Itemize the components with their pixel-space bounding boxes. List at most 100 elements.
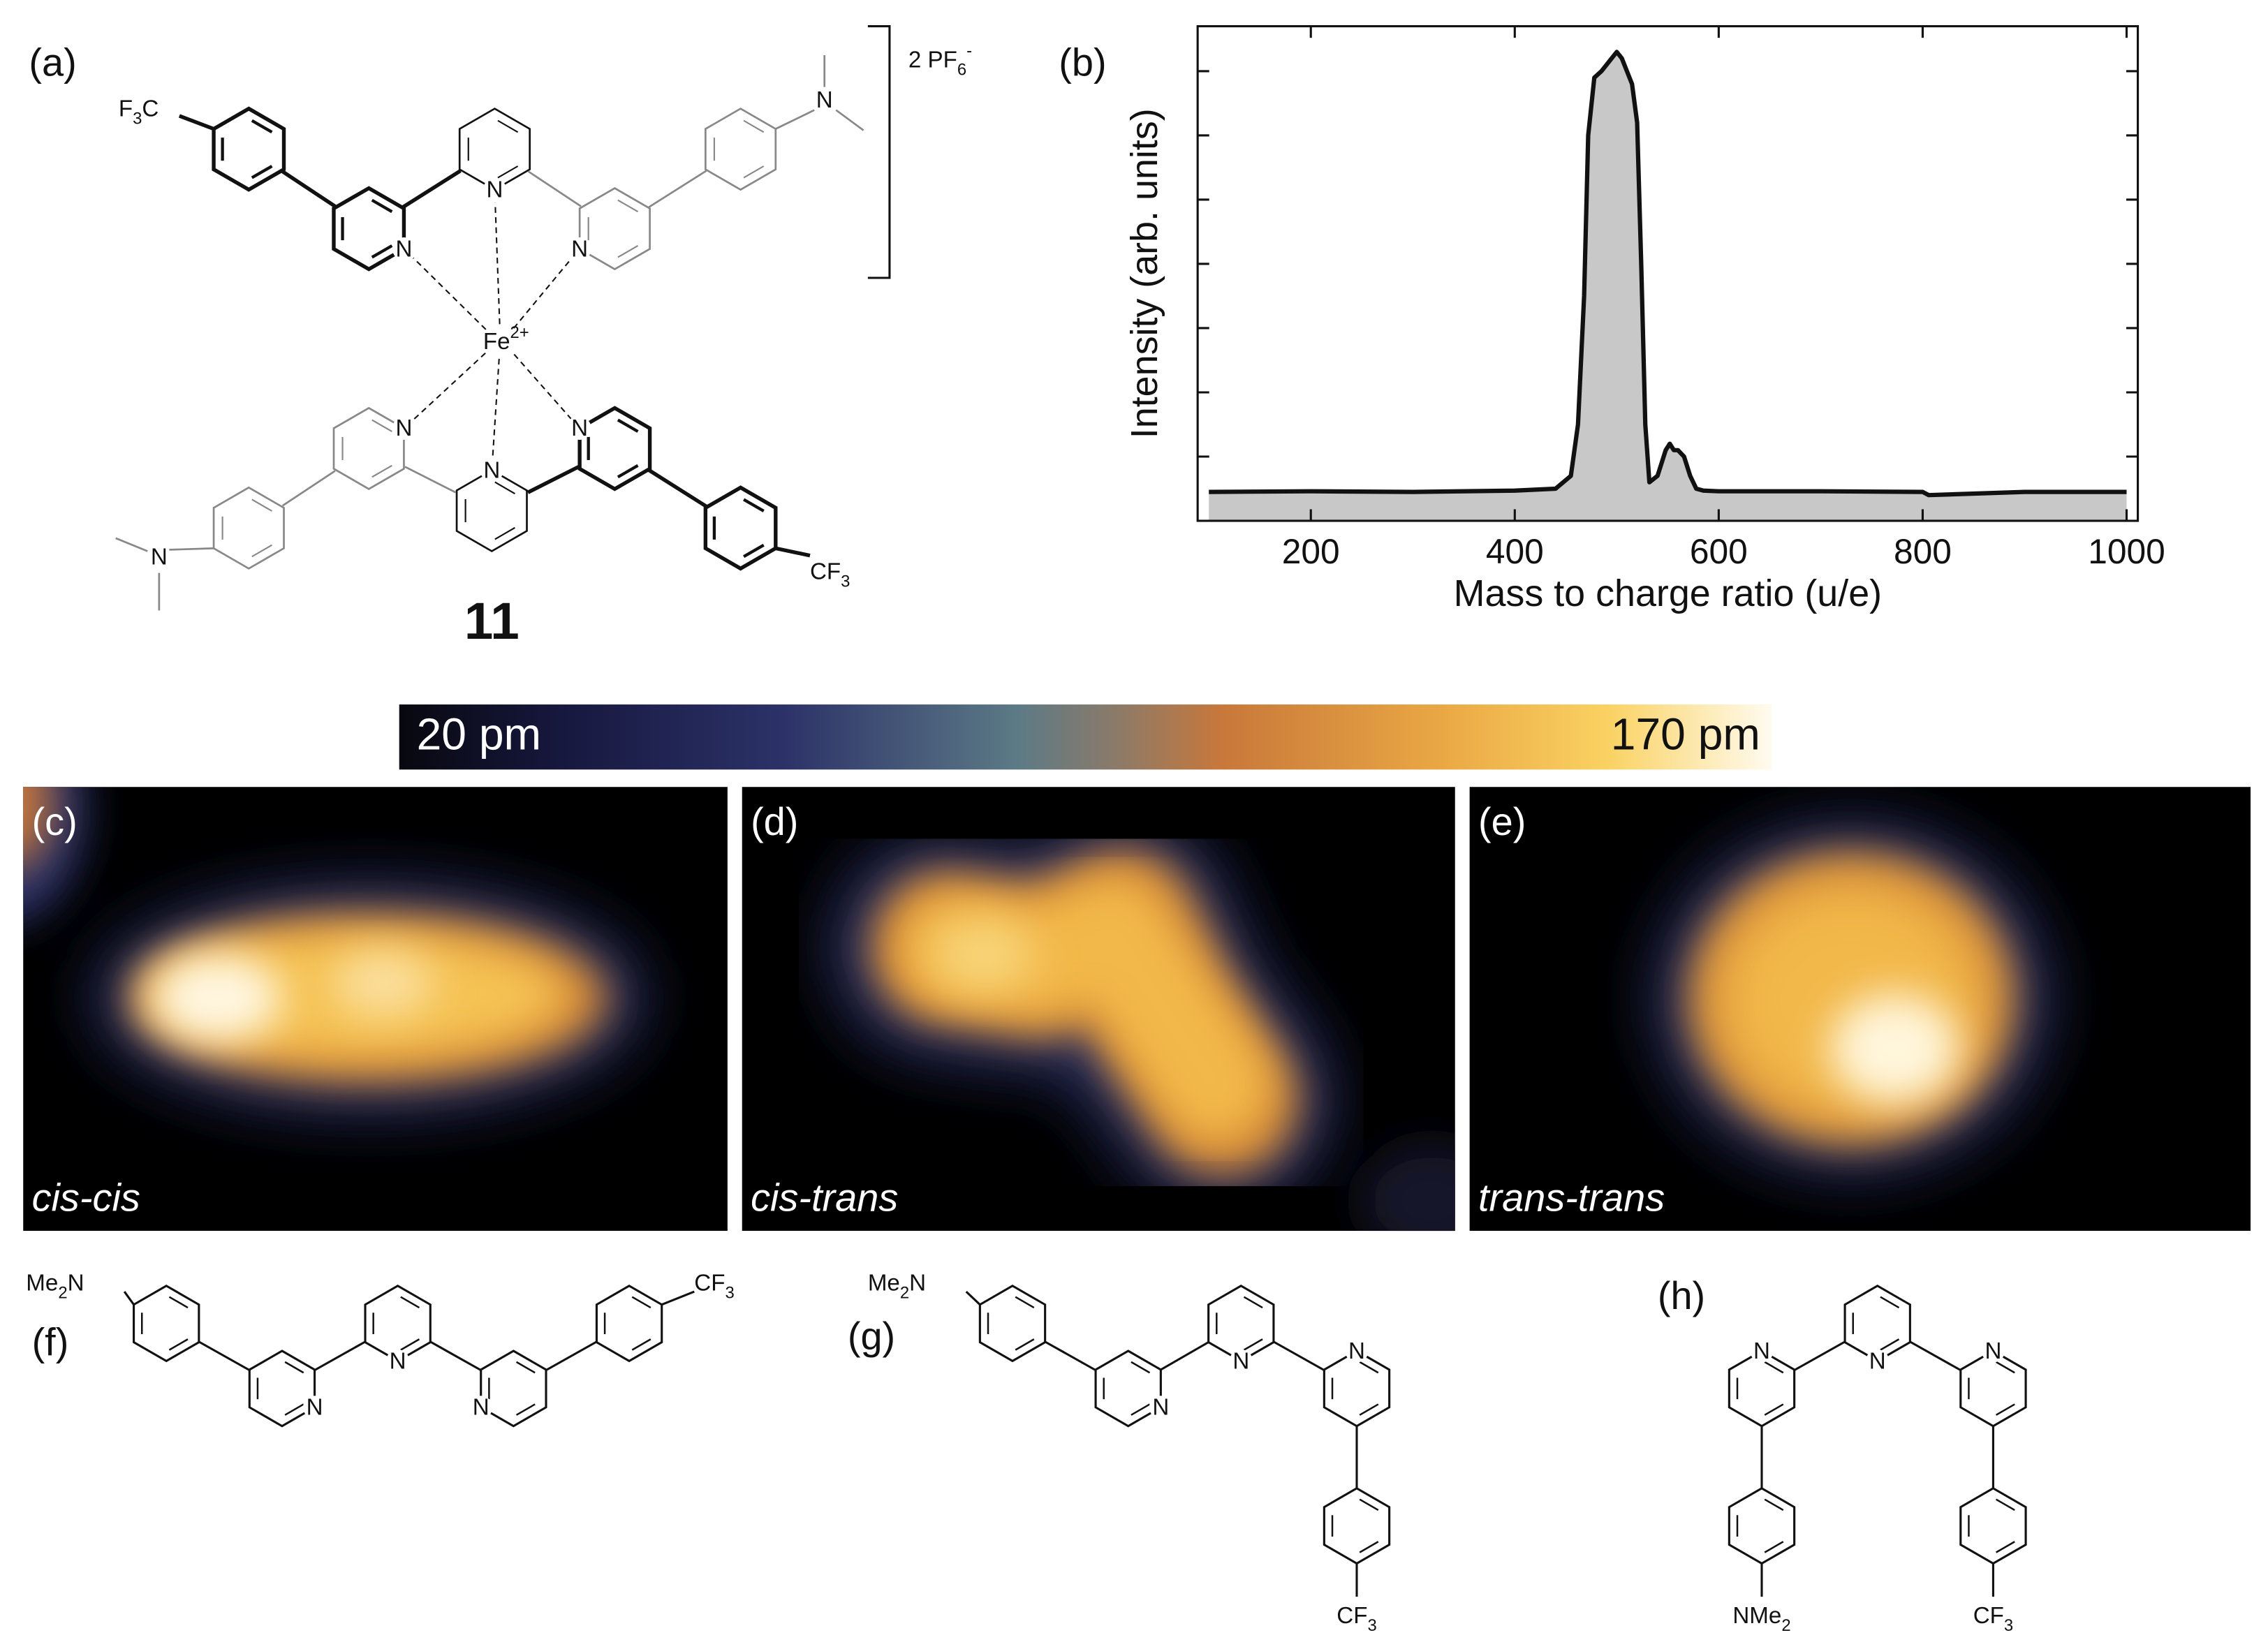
panel-label: (c) xyxy=(32,799,78,843)
x-tick-label: 200 xyxy=(1282,532,1340,571)
x-tick-label: 400 xyxy=(1486,532,1544,571)
double-bond xyxy=(631,1296,651,1309)
ring xyxy=(577,406,652,491)
formula: Fe2+ xyxy=(483,323,529,355)
atom-bg xyxy=(483,178,506,202)
x-tick-label: 600 xyxy=(1690,532,1748,571)
coordination-bond xyxy=(413,352,486,420)
colorbar-min: 20 pm xyxy=(417,709,541,760)
double-bond xyxy=(1243,1296,1263,1309)
ring xyxy=(212,106,286,192)
bond xyxy=(661,1290,695,1306)
ring xyxy=(595,1284,663,1363)
double-bond xyxy=(743,119,765,133)
ring xyxy=(1728,1486,1796,1565)
formula-part: F xyxy=(119,96,133,121)
formula-part: 2 xyxy=(900,1284,909,1303)
atom-label: N xyxy=(151,545,168,570)
atom-bg xyxy=(1981,1339,2005,1363)
double-bond xyxy=(1131,1403,1151,1416)
bond xyxy=(835,109,864,131)
atom-bg xyxy=(386,1349,410,1373)
bond xyxy=(1909,1340,1961,1371)
ring xyxy=(212,486,285,570)
double-bond xyxy=(1359,1403,1379,1416)
double-bond xyxy=(497,119,519,133)
formula-part: CF xyxy=(1973,1603,2004,1629)
ring xyxy=(1323,1486,1391,1565)
double-bond xyxy=(494,481,515,495)
atom-bg xyxy=(568,237,591,261)
atom-label: N xyxy=(1152,1395,1169,1421)
formula-part: - xyxy=(966,41,972,60)
atom-label: N xyxy=(571,236,588,262)
formula-part: CF xyxy=(694,1270,725,1296)
bond xyxy=(314,1340,366,1371)
atom-label: N xyxy=(307,1395,323,1421)
panel-label: (b) xyxy=(1059,40,1106,84)
double-bond xyxy=(251,544,272,558)
double-bond xyxy=(515,1403,536,1416)
atom-bg xyxy=(469,1396,493,1419)
atom-label: N xyxy=(1232,1348,1249,1374)
double-bond xyxy=(743,543,765,559)
colorbar xyxy=(399,704,1772,770)
bond xyxy=(775,546,811,558)
double-bond xyxy=(1764,1498,1784,1511)
compound-number: 11 xyxy=(464,591,520,650)
double-bond xyxy=(617,199,639,213)
atom-bg xyxy=(1345,1339,1369,1363)
formula-part: N xyxy=(68,1270,84,1296)
double-bond xyxy=(617,244,639,258)
double-bond xyxy=(168,1338,189,1351)
bond xyxy=(115,537,148,552)
bond xyxy=(965,1290,981,1306)
formula: Me2N xyxy=(26,1270,84,1302)
formula: CF3 xyxy=(1336,1603,1376,1635)
double-bond xyxy=(400,1338,420,1351)
bond xyxy=(281,470,336,507)
atom-label: N xyxy=(1984,1338,2001,1364)
atom-bg xyxy=(568,416,591,440)
formula: 2 PF6- xyxy=(908,41,972,79)
panel-label: (d) xyxy=(751,799,798,843)
double-bond xyxy=(1880,1338,1900,1351)
bond xyxy=(1160,1341,1209,1371)
ring xyxy=(704,108,777,191)
atom-label: N xyxy=(1753,1338,1770,1364)
bond xyxy=(1045,1340,1096,1371)
formula: CF3 xyxy=(694,1270,734,1302)
caption: cis-cis xyxy=(32,1175,140,1219)
double-bond xyxy=(1359,1541,1379,1553)
colorbar-max: 170 pm xyxy=(1611,709,1760,760)
double-bond xyxy=(1996,1403,2015,1416)
ring xyxy=(332,186,406,272)
bond xyxy=(402,169,462,209)
double-bond xyxy=(371,198,393,214)
double-bond xyxy=(1764,1403,1784,1416)
double-bond xyxy=(1996,1361,2015,1374)
double-bond xyxy=(251,498,272,512)
y-axis-label: Intensity (arb. units) xyxy=(1124,108,1165,438)
double-bond xyxy=(1359,1498,1379,1511)
atom-label: N xyxy=(571,415,588,441)
bond xyxy=(198,1340,250,1371)
x-tick-label: 800 xyxy=(1894,532,1952,571)
atom-bg xyxy=(302,1396,327,1419)
coordination-bond xyxy=(513,258,572,329)
formula-part: 3 xyxy=(725,1284,734,1303)
double-bond xyxy=(631,1338,651,1351)
atom-bg xyxy=(1750,1339,1774,1363)
formula: F3C xyxy=(119,96,159,128)
bond xyxy=(775,109,815,130)
formula-part: 2+ xyxy=(510,323,529,342)
plot-frame xyxy=(1196,25,2140,522)
formula-part: 6 xyxy=(957,60,966,79)
formula-part: NMe xyxy=(1732,1603,1781,1629)
ring xyxy=(480,1349,547,1428)
bracket xyxy=(867,25,891,279)
double-bond xyxy=(371,464,392,478)
bond xyxy=(545,1340,597,1371)
